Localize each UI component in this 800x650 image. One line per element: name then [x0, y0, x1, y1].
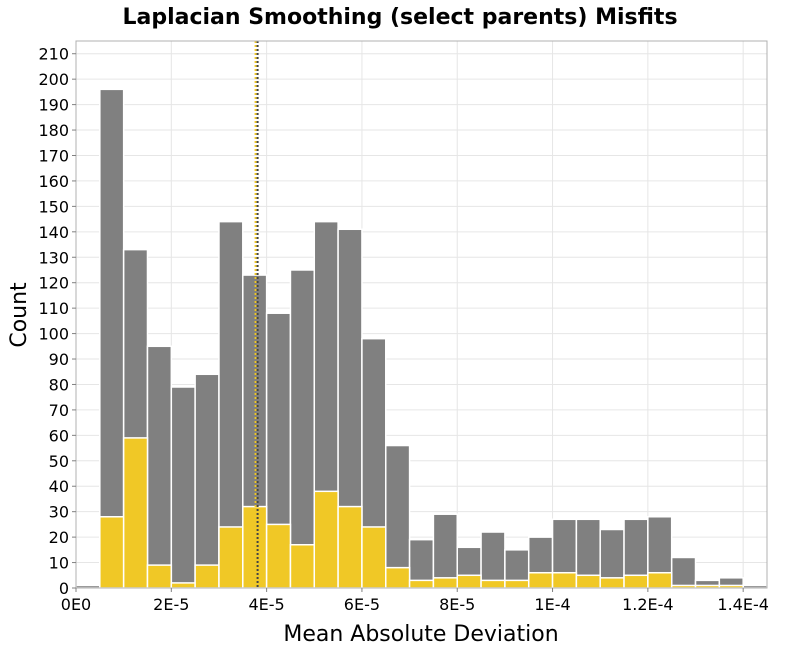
plot-frame: [75, 40, 768, 589]
bar-subset: [527, 571, 554, 589]
bar-subset: [265, 523, 292, 589]
x-axis-label: Mean Absolute Deviation: [283, 622, 558, 647]
bar-subset: [504, 579, 530, 589]
y-tick-label: 110: [38, 299, 69, 318]
y-tick-label: 150: [38, 197, 69, 216]
x-tick-label: 6E-5: [344, 595, 380, 614]
chart-title: Laplacian Smoothing (select parents) Mis…: [122, 5, 677, 30]
bar-subset: [146, 564, 173, 589]
y-tick-label: 200: [38, 70, 69, 89]
x-ticks: 0E0 2E-5 4E-5 6E-5 8E-5 1E-4 1.2E-4 1.4E-4: [61, 588, 769, 614]
x-tick-label: 1.4E-4: [717, 595, 769, 614]
y-tick-label: 70: [49, 401, 69, 420]
bar-total: [99, 88, 125, 589]
y-tick-label: 190: [38, 96, 69, 115]
bar-total: [670, 556, 697, 589]
y-tick-label: 160: [38, 172, 69, 191]
bar-subset: [99, 516, 125, 589]
y-ticks: 0 10 20 30 40 50 60 70 80 90 100 110 120 130 140 150 160…: [38, 45, 76, 598]
bar-total: [385, 444, 411, 589]
y-tick-label: 80: [49, 375, 69, 394]
y-tick-label: 60: [49, 426, 69, 445]
y-tick-label: 180: [38, 121, 69, 140]
y-tick-label: 130: [38, 248, 69, 267]
x-tick-label: 1.2E-4: [622, 595, 674, 614]
y-tick-label: 40: [49, 477, 69, 496]
bar-subset: [432, 577, 458, 589]
y-tick-label: 140: [38, 223, 69, 242]
bar-subset: [122, 437, 149, 589]
y-tick-label: 100: [38, 325, 69, 344]
bar-subset: [551, 571, 578, 589]
reference-line: [254, 41, 259, 588]
bar-subset: [408, 579, 435, 589]
y-tick-label: 210: [38, 45, 69, 64]
bar-subset: [337, 505, 363, 589]
bar-subset: [599, 577, 625, 589]
bar-subset: [170, 582, 196, 589]
y-axis-label: Count: [7, 282, 32, 348]
x-tick-label: 2E-5: [153, 595, 189, 614]
bar-subset: [194, 564, 220, 589]
y-tick-label: 170: [38, 146, 69, 165]
bar-total: [194, 373, 220, 589]
y-tick-label: 30: [49, 503, 69, 522]
x-tick-label: 8E-5: [439, 595, 475, 614]
y-tick-label: 20: [49, 528, 69, 547]
bar-subset: [218, 526, 244, 589]
bars: [75, 88, 768, 589]
y-tick-label: 50: [49, 452, 69, 471]
bar-total: [480, 531, 506, 589]
bar-total: [146, 345, 173, 589]
bar-subset: [313, 490, 339, 589]
bar-subset: [480, 579, 506, 589]
y-tick-label: 120: [38, 274, 69, 293]
bar-subset: [385, 566, 411, 589]
bar-subset: [647, 571, 673, 589]
bar-subset: [623, 574, 649, 589]
bar-subset: [289, 543, 316, 589]
bar-total: [432, 513, 458, 589]
bar-subset: [456, 574, 482, 589]
x-tick-label: 4E-5: [248, 595, 284, 614]
bar-total: [289, 269, 316, 589]
x-tick-label: 0E0: [61, 595, 91, 614]
y-tick-label: 90: [49, 350, 69, 369]
y-tick-label: 10: [49, 554, 69, 573]
y-tick-label: 0: [59, 579, 69, 598]
bar-total: [170, 386, 196, 589]
plot-border: [75, 40, 768, 589]
x-tick-label: 1E-4: [534, 595, 570, 614]
bar-subset: [575, 574, 601, 589]
bar-subset: [361, 526, 387, 589]
